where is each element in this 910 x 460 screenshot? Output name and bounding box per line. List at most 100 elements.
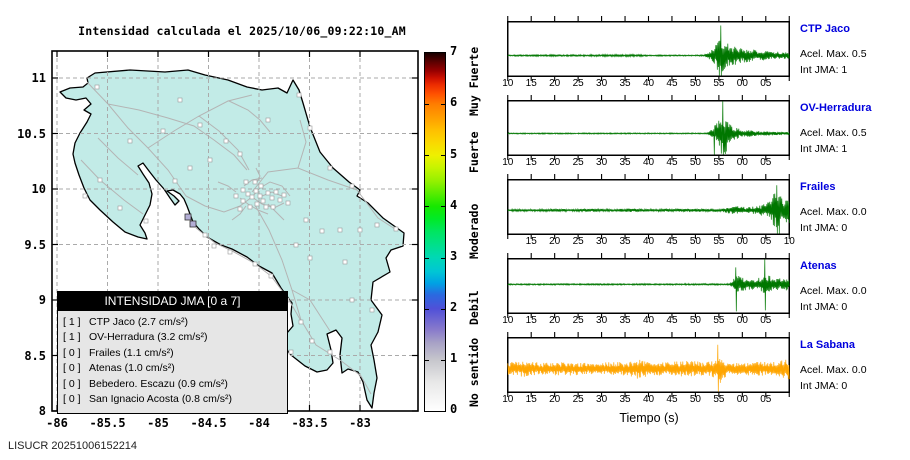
- time-tick-label: 10: [783, 236, 795, 247]
- legend-item: [ 1 ] OV-Herradura (3.2 cm/s²): [63, 331, 208, 344]
- time-tick-label: 10: [502, 315, 514, 326]
- time-axis-labels: 15 20 25 30 35 40 45 50 55 00 05 10: [507, 236, 797, 248]
- colorbar-value: 1: [450, 351, 458, 365]
- time-tick-label: 30: [596, 236, 608, 247]
- time-tick-label: 00: [736, 236, 748, 247]
- time-tick-label: 25: [572, 236, 584, 247]
- legend-item: [ 0 ] San Ignacio Acosta (0.8 cm/s²): [63, 393, 232, 406]
- colorbar-value: 4: [450, 198, 458, 212]
- y-tick-label: 9.5: [24, 237, 46, 252]
- int-jma-value: Int JMA: 1: [800, 64, 848, 76]
- time-tick-label: 35: [619, 236, 631, 247]
- time-tick-label: 25: [572, 78, 584, 89]
- time-tick-label: 40: [642, 315, 655, 326]
- time-tick-label: 35: [619, 157, 631, 168]
- time-tick-label: 10: [502, 78, 514, 89]
- graticule: [52, 51, 418, 411]
- time-axis-labels: 10 15 20 25 30 35 40 45 50 55 00 05: [502, 78, 797, 90]
- time-tick-label: 05: [760, 236, 772, 247]
- legend-item: [ 0 ] Frailes (1.1 cm/s²): [63, 346, 174, 359]
- x-tick-label: -84: [248, 416, 270, 430]
- seismogram-ctp-jaco: [507, 14, 790, 89]
- time-tick-label: 40: [642, 157, 655, 168]
- colorbar-value: 3: [450, 249, 458, 263]
- colorbar-value: 0: [450, 402, 458, 416]
- map-title: Intensidad calculada el 2025/10/06_09:22…: [78, 24, 406, 38]
- acel-max-value: Acel. Max. 0.5: [800, 48, 867, 60]
- time-tick-label: 40: [642, 394, 655, 405]
- station-name: OV-Herradura: [800, 102, 872, 114]
- time-tick-label: 00: [736, 394, 748, 405]
- y-tick-label: 10.5: [17, 126, 46, 141]
- legend-item: [ 0 ] Atenas (1.0 cm/s²): [63, 362, 175, 375]
- time-tick-label: 30: [596, 394, 608, 405]
- x-tick-label: -85.5: [89, 416, 126, 430]
- station-name: Atenas: [800, 260, 837, 272]
- timestamp-footer: LISUCR 20251006152214: [8, 440, 138, 452]
- x-tick-label: -84.5: [190, 416, 227, 430]
- colorbar-category: No sentido: [467, 337, 481, 407]
- time-tick-label: 15: [525, 315, 537, 326]
- station-markers: [82, 84, 399, 355]
- time-tick-label: 50: [689, 315, 701, 326]
- intensity1-markers: [184, 213, 197, 228]
- time-tick-label: 35: [619, 394, 631, 405]
- int-jma-value: Int JMA: 0: [800, 301, 848, 313]
- acel-max-value: Acel. Max. 0.5: [800, 127, 867, 139]
- y-tick-label: 8: [38, 404, 46, 418]
- time-tick-label: 05: [760, 157, 772, 168]
- time-tick-label: 20: [549, 315, 561, 326]
- time-tick-label: 20: [549, 236, 561, 247]
- time-tick-label: 30: [596, 315, 608, 326]
- time-tick-label: 00: [736, 157, 748, 168]
- time-tick-label: 50: [689, 78, 701, 89]
- y-tick-label: 11: [31, 71, 46, 85]
- time-tick-label: 20: [549, 157, 561, 168]
- time-tick-label: 45: [666, 157, 678, 168]
- time-tick-label: 00: [736, 315, 748, 326]
- time-tick-label: 45: [666, 394, 678, 405]
- costa-rica-landmass: [59, 69, 405, 409]
- time-tick-label: 15: [525, 236, 537, 247]
- int-jma-value: Int JMA: 0: [800, 380, 848, 392]
- time-tick-label: 05: [760, 394, 772, 405]
- time-tick-label: 25: [572, 315, 584, 326]
- x-tick-label: -86: [46, 416, 68, 430]
- time-tick-label: 30: [596, 78, 608, 89]
- acel-max-value: Acel. Max. 0.0: [800, 206, 867, 218]
- colorbar-value: 5: [450, 147, 458, 161]
- y-tick-label: 8.5: [24, 348, 46, 363]
- x-tick-label: -85: [147, 416, 169, 430]
- station-name: CTP Jaco: [800, 23, 850, 35]
- time-tick-label: 10: [502, 394, 514, 405]
- time-tick-label: 15: [525, 78, 537, 89]
- time-tick-label: 35: [619, 78, 631, 89]
- time-tick-label: 25: [572, 394, 584, 405]
- seismogram-la-sabana: [507, 330, 790, 405]
- colorbar-value: 6: [450, 95, 458, 109]
- jma-intensity-legend: INTENSIDAD JMA [0 a 7] [ 1 ] CTP Jaco (2.…: [57, 291, 288, 415]
- seismogram-ov-herradura: [507, 93, 790, 168]
- time-tick-label: 05: [760, 315, 772, 326]
- legend-item: [ 1 ] CTP Jaco (2.7 cm/s²): [63, 316, 188, 328]
- y-tick-label: 10: [31, 182, 46, 196]
- legend-item: [ 0 ] Bebedero. Escazu (0.9 cm/s²): [63, 377, 228, 390]
- time-tick-label: 55: [713, 236, 725, 247]
- time-tick-label: 20: [549, 394, 561, 405]
- time-tick-label: 20: [549, 78, 561, 89]
- time-tick-label: 40: [642, 236, 655, 247]
- x-tick-label: -83: [349, 416, 371, 430]
- colorbar-value: 2: [450, 300, 458, 314]
- acel-max-value: Acel. Max. 0.0: [800, 285, 867, 297]
- time-tick-label: 40: [642, 78, 655, 89]
- time-axis-labels: 10 15 20 25 30 35 40 45 50 55 00 05: [502, 315, 797, 327]
- time-tick-label: 35: [619, 315, 631, 326]
- seismogram-atenas: [507, 251, 790, 326]
- time-tick-label: 15: [525, 157, 537, 168]
- time-tick-label: 55: [713, 315, 725, 326]
- seismogram-frailes: [507, 172, 790, 247]
- time-tick-label: 25: [572, 157, 584, 168]
- time-tick-label: 50: [689, 394, 701, 405]
- legend-title: INTENSIDAD JMA [0 a 7]: [58, 292, 287, 311]
- time-tick-label: 10: [502, 157, 514, 168]
